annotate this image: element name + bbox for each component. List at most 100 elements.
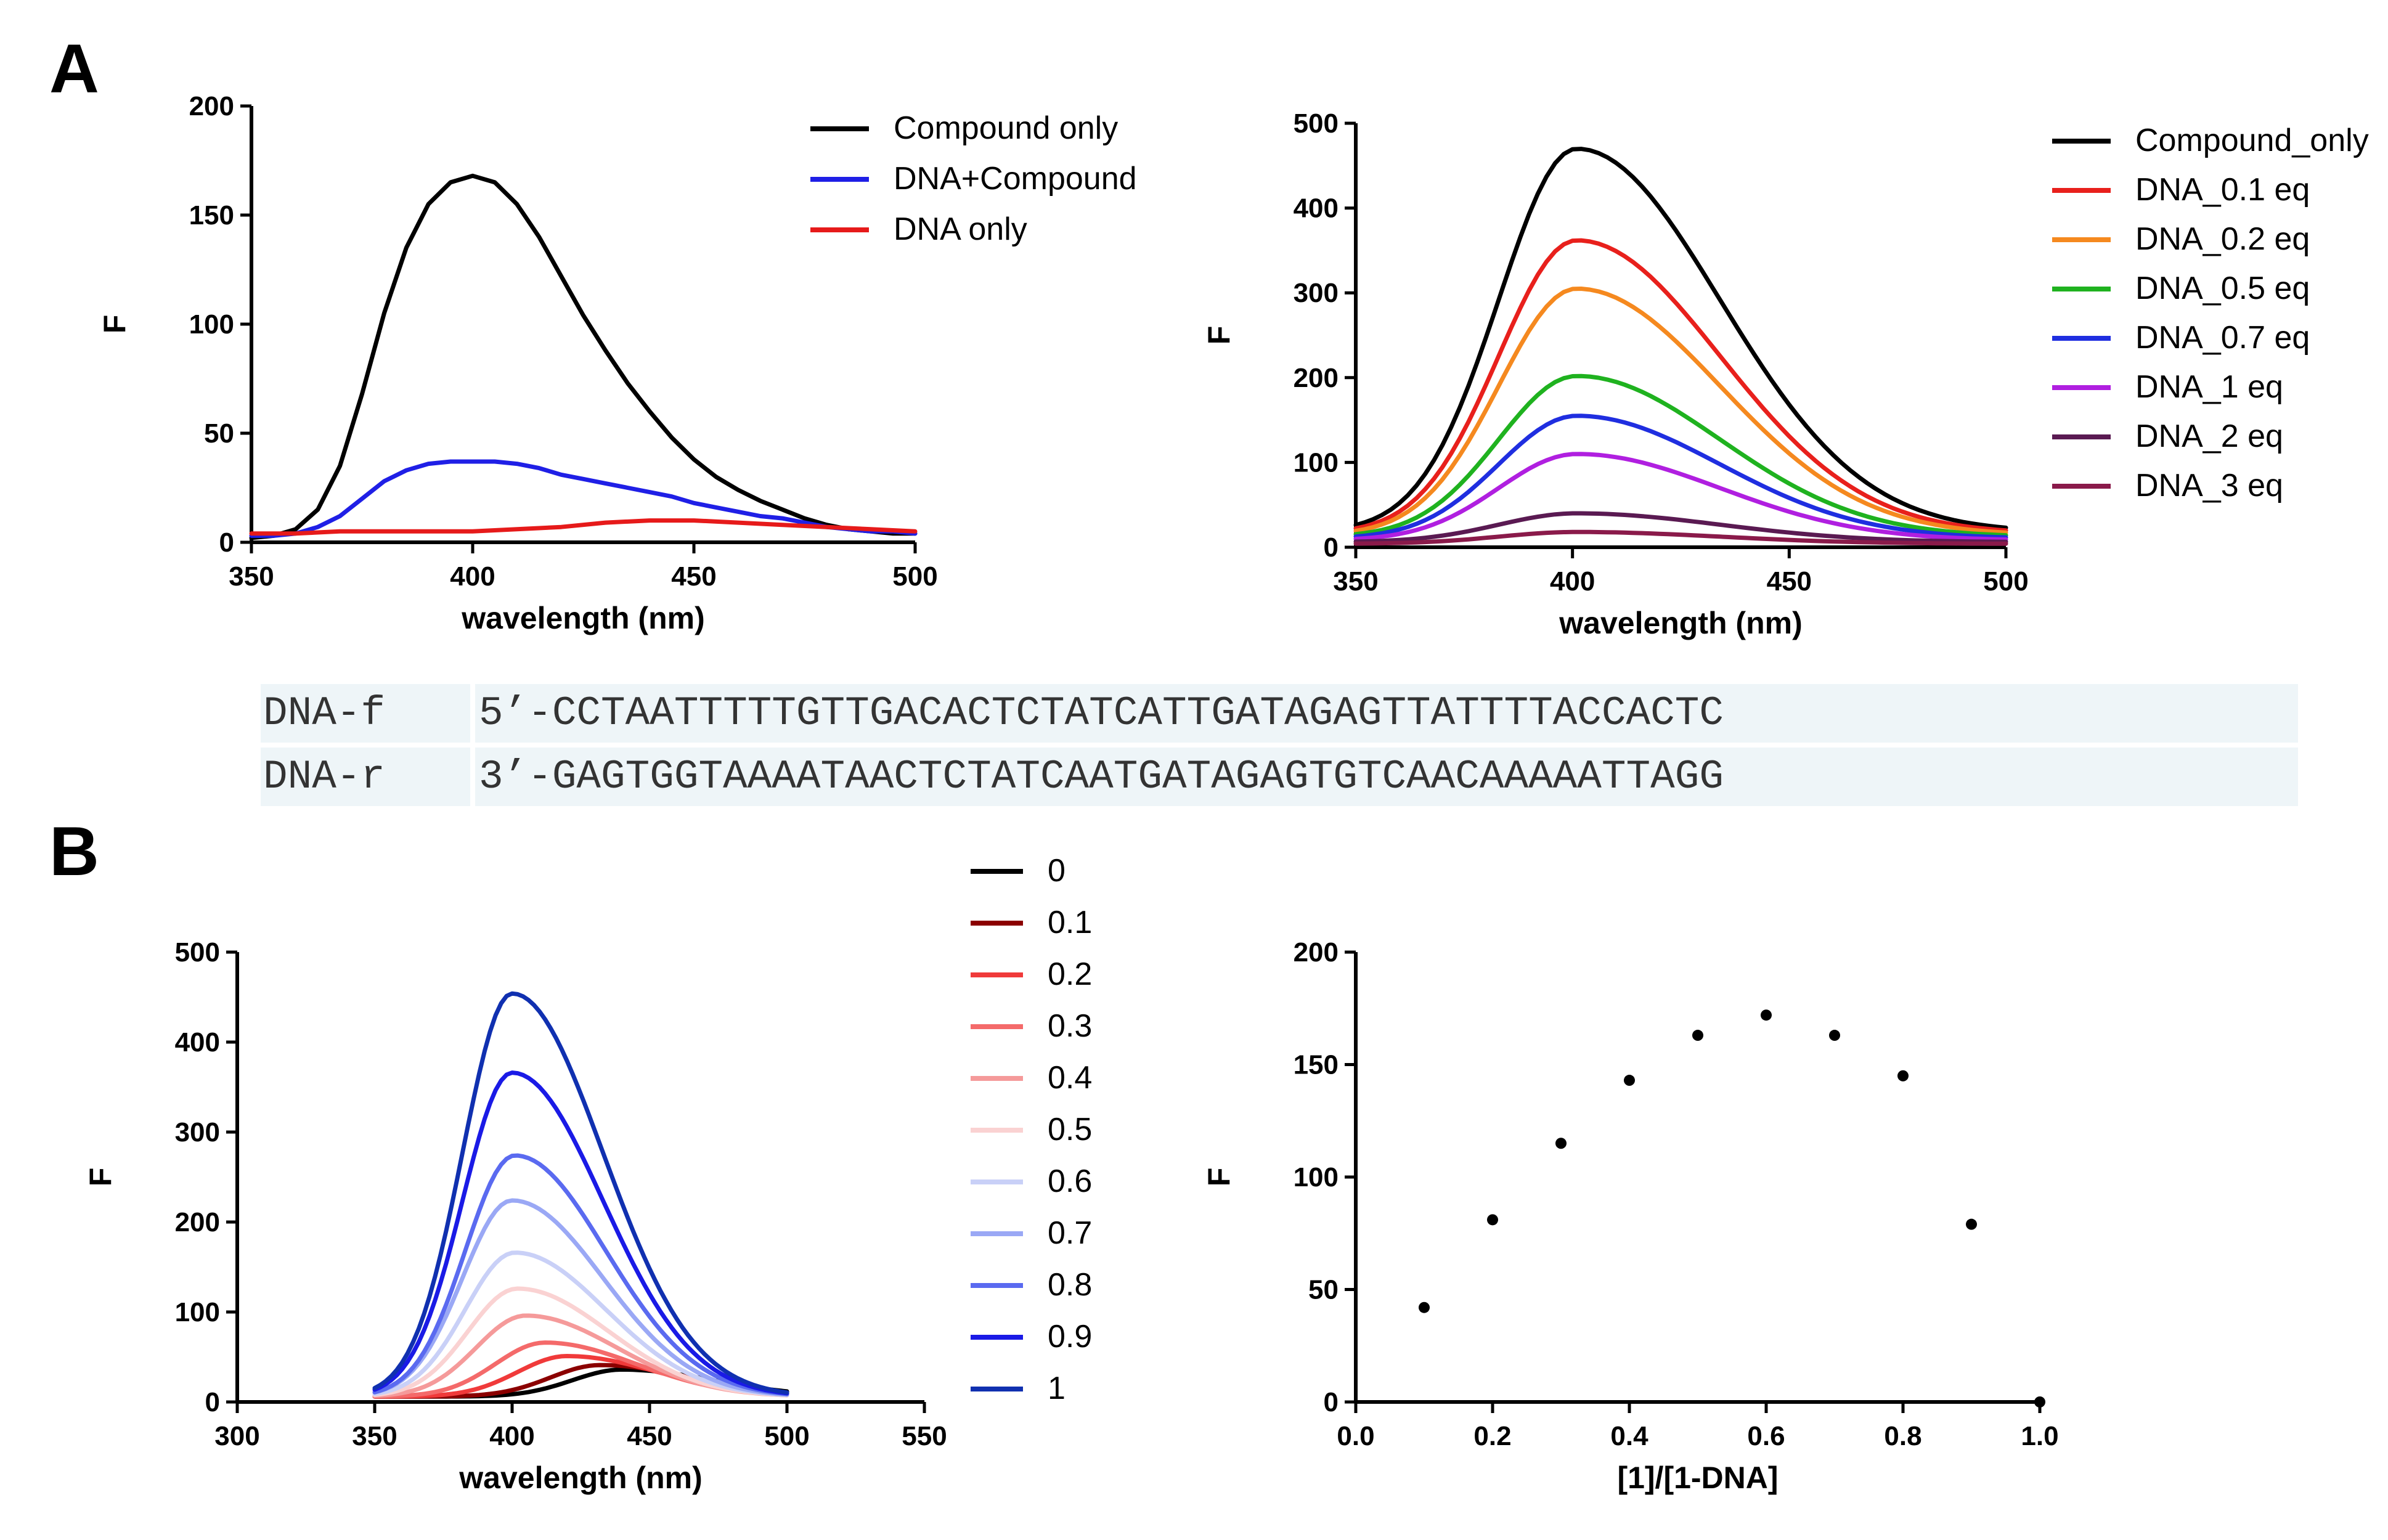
sequence-value: 5’-CCTAATTTTTGTTGACACTCTATCATTGATAGAGTTA… bbox=[475, 684, 2298, 743]
legend-label: DNA only bbox=[894, 211, 1027, 247]
y-tick-label: 300 bbox=[175, 1117, 220, 1147]
x-tick-label: 350 bbox=[352, 1421, 397, 1451]
y-tick-label: 300 bbox=[1294, 278, 1339, 308]
scatter-point bbox=[1761, 1009, 1772, 1021]
y-tick-label: 0 bbox=[1324, 1387, 1339, 1417]
sequence-name: DNA-f bbox=[261, 684, 470, 743]
legend-label: DNA_3 eq bbox=[2135, 468, 2283, 503]
legend-label: DNA_1 eq bbox=[2135, 369, 2283, 405]
scatter-point bbox=[1692, 1030, 1703, 1041]
scatter-point bbox=[1897, 1070, 1909, 1082]
legend-label: DNA_0.2 eq bbox=[2135, 221, 2310, 257]
x-tick-label: 500 bbox=[764, 1421, 809, 1451]
x-tick-label: 350 bbox=[1333, 566, 1378, 597]
scatter-point bbox=[1487, 1214, 1498, 1226]
series-line bbox=[372, 1153, 789, 1396]
scatter-point bbox=[1966, 1218, 1977, 1230]
legend-label: DNA_0.5 eq bbox=[2135, 271, 2310, 306]
sequence-table: DNA-f 5’-CCTAATTTTTGTTGACACTCTATCATTGATA… bbox=[256, 679, 2303, 811]
y-tick-label: 200 bbox=[1294, 363, 1339, 393]
x-tick-label: 0.6 bbox=[1747, 1421, 1785, 1451]
chart-b-left-job-spectra: 300 350 400 450 500 550 0 100 200 300 400 500 wavele… bbox=[83, 853, 1092, 1495]
legend-label: 0.8 bbox=[1048, 1267, 1092, 1303]
x-axis-title: wavelength (nm) bbox=[1559, 606, 1802, 640]
scatter-point bbox=[1829, 1030, 1840, 1041]
x-tick-label: 300 bbox=[214, 1421, 259, 1451]
scatter-point bbox=[1419, 1302, 1430, 1313]
x-axis-title: wavelength (nm) bbox=[461, 601, 704, 635]
y-tick-label: 200 bbox=[189, 91, 234, 121]
x-tick-label: 0.4 bbox=[1610, 1421, 1648, 1451]
y-tick-label: 400 bbox=[1294, 194, 1339, 224]
x-tick-label: 1.0 bbox=[2021, 1421, 2058, 1451]
y-tick-label: 200 bbox=[1294, 937, 1339, 968]
y-axis-title: F bbox=[83, 1168, 118, 1187]
legend-label: 0 bbox=[1048, 853, 1066, 889]
y-tick-label: 400 bbox=[175, 1027, 220, 1057]
sequence-value: 3’-GAGTGGTAAAATAACTCTATCAATGATAGAGTGTCAA… bbox=[475, 748, 2298, 806]
legend-label: DNA_0.7 eq bbox=[2135, 320, 2310, 356]
x-tick-label: 450 bbox=[627, 1421, 672, 1451]
x-tick-label: 450 bbox=[671, 561, 716, 592]
x-tick-label: 550 bbox=[902, 1421, 947, 1451]
y-tick-label: 150 bbox=[189, 200, 234, 230]
series-line bbox=[372, 1070, 789, 1396]
x-tick-label: 0.2 bbox=[1473, 1421, 1511, 1451]
y-tick-label: 100 bbox=[189, 309, 234, 340]
x-axis-title: [1]/[1-DNA] bbox=[1617, 1461, 1778, 1495]
x-tick-label: 0.8 bbox=[1884, 1421, 1921, 1451]
x-tick-label: 0.0 bbox=[1337, 1421, 1374, 1451]
series-line bbox=[1353, 238, 2008, 533]
y-axis-title: F bbox=[97, 315, 132, 334]
y-tick-label: 100 bbox=[1294, 447, 1339, 478]
scatter-point bbox=[1624, 1075, 1635, 1086]
series-line bbox=[1353, 511, 2008, 544]
y-tick-label: 100 bbox=[1294, 1162, 1339, 1192]
series-line bbox=[1353, 414, 2008, 540]
chart-b-right-job-plot: 0.0 0.2 0.4 0.6 0.8 1.0 0 50 100 150 200 [1]/[1-DNA… bbox=[1202, 937, 2059, 1495]
series-line bbox=[249, 173, 918, 540]
y-tick-label: 500 bbox=[1294, 108, 1339, 139]
y-tick-label: 0 bbox=[205, 1387, 220, 1417]
y-axis-title: F bbox=[1202, 1168, 1236, 1187]
legend-label: 0.9 bbox=[1048, 1319, 1092, 1355]
series-line bbox=[1353, 373, 2008, 538]
x-tick-label: 500 bbox=[1983, 566, 2028, 597]
series-line bbox=[372, 991, 789, 1395]
legend-label: 0.4 bbox=[1048, 1060, 1092, 1096]
legend-label: 0.3 bbox=[1048, 1008, 1092, 1044]
chart-a-left-emission-spectra: 350 400 450 500 0 50 100 150 200 wavelength (nm) F… bbox=[97, 91, 1137, 635]
y-tick-label: 0 bbox=[219, 528, 234, 558]
sequence-name: DNA-r bbox=[261, 748, 470, 806]
scatter-point bbox=[2034, 1396, 2045, 1408]
legend-label: DNA_2 eq bbox=[2135, 418, 2283, 454]
chart-a-right-titration-spectra: 350 400 450 500 0 100 200 300 400 500 wavelength (… bbox=[1202, 108, 2369, 640]
y-tick-label: 0 bbox=[1324, 532, 1339, 563]
y-tick-label: 500 bbox=[175, 937, 220, 968]
legend: Compound_only DNA_0.1 eq DNA_0.2 eq DNA_0.5… bbox=[2052, 123, 2369, 503]
x-tick-label: 400 bbox=[489, 1421, 534, 1451]
scatter-point bbox=[1555, 1138, 1567, 1149]
legend-label: 0.5 bbox=[1048, 1112, 1092, 1147]
panel-b-label: B bbox=[49, 813, 99, 890]
legend-label: Compound only bbox=[894, 110, 1118, 146]
series-line bbox=[1353, 529, 2008, 546]
legend-label: 0.7 bbox=[1048, 1215, 1092, 1251]
x-axis-title: wavelength (nm) bbox=[458, 1461, 702, 1495]
legend-label: 0.6 bbox=[1048, 1163, 1092, 1199]
sequence-row: DNA-r 3’-GAGTGGTAAAATAACTCTATCAATGATAGAG… bbox=[261, 748, 2298, 806]
series-line bbox=[249, 518, 918, 536]
y-tick-label: 150 bbox=[1294, 1050, 1339, 1080]
x-tick-label: 450 bbox=[1767, 566, 1812, 597]
series-line bbox=[1353, 147, 2008, 530]
x-tick-label: 400 bbox=[1550, 566, 1595, 597]
y-tick-label: 100 bbox=[175, 1297, 220, 1327]
panel-a-label: A bbox=[49, 30, 99, 107]
series-line bbox=[249, 459, 918, 538]
legend-label: DNA+Compound bbox=[894, 161, 1137, 197]
series-line bbox=[372, 1286, 789, 1398]
x-tick-label: 350 bbox=[229, 561, 274, 592]
legend: 0 0.1 0.2 0.3 0.4 0.5 0.6 0.7 0.8 0.9 1 bbox=[971, 853, 1092, 1406]
legend-label: 0.2 bbox=[1048, 956, 1092, 992]
